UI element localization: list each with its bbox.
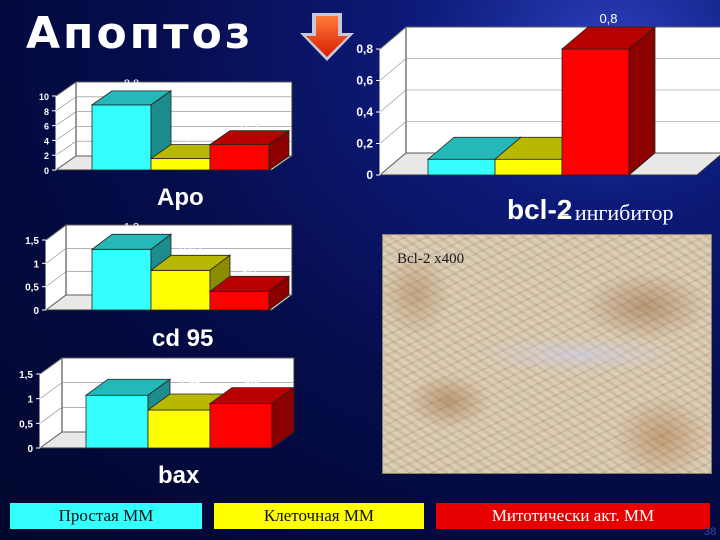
y-tick-label: 0,2 xyxy=(356,137,373,151)
y-tick-label: 0 xyxy=(366,168,373,182)
y-tick-label: 1,5 xyxy=(19,370,33,381)
bax-chart: 0 0,5 1 1,5 1,07 0,77 0,9 xyxy=(19,357,296,455)
bar xyxy=(149,254,232,311)
bar-front xyxy=(91,248,152,311)
cd95-chart: 0 0,5 1 1,5 1,3 0,85 0,4 xyxy=(25,221,294,317)
gridline xyxy=(45,248,292,264)
bar-side xyxy=(628,26,656,176)
bar xyxy=(208,275,291,311)
bar-side xyxy=(271,386,295,449)
gridline xyxy=(55,111,292,126)
bar-value-label: 1,55 xyxy=(180,132,201,144)
bar xyxy=(84,378,172,449)
bcl2-chart: 0 0,2 0,4 0,6 0,8 0,1 0,1 0,8 xyxy=(356,11,720,182)
bar-value-label: 1,3 xyxy=(124,221,139,233)
bar-front xyxy=(209,290,270,311)
y-tick-label: 4 xyxy=(44,136,49,146)
y-tick-label: 10 xyxy=(39,92,49,102)
bar xyxy=(208,129,291,171)
bar-value-label: 0,4 xyxy=(242,263,257,275)
bar-front xyxy=(209,403,273,449)
bar-front xyxy=(150,269,211,311)
bar-value-label: 3,43 xyxy=(239,118,260,130)
inhibitor-caption: - ингибитор xyxy=(562,200,674,225)
micrograph-label: Bcl-2 х400 xyxy=(397,251,465,267)
y-tick-label: 0 xyxy=(27,444,33,455)
y-tick-label: 0,5 xyxy=(25,283,39,294)
bar-value-label: 0,77 xyxy=(179,381,200,393)
bcl2-chart-label: bcl-2 xyxy=(507,194,573,225)
bar-side xyxy=(268,129,290,171)
y-tick-label: 0,5 xyxy=(19,419,33,430)
apo-chart: 0 2 4 6 8 10 8,8 1,55 3,43 xyxy=(39,78,294,176)
gridline xyxy=(39,382,294,399)
y-tick-label: 0 xyxy=(33,306,39,317)
bar-front xyxy=(147,409,211,449)
bar-value-label: 0,1 xyxy=(532,121,550,136)
bar-front xyxy=(561,48,630,176)
bar-value-label: 0,1 xyxy=(465,121,483,136)
legend-mitotic-mm: Митотически акт. ММ xyxy=(436,503,710,529)
bar-value-label: 0,85 xyxy=(180,242,201,254)
bar-side xyxy=(268,275,290,311)
bar xyxy=(560,26,657,176)
bar-front xyxy=(91,104,152,171)
bar-front xyxy=(209,144,270,171)
y-tick-label: 8 xyxy=(44,107,49,117)
chart-side-wall xyxy=(55,81,77,171)
bar xyxy=(90,233,173,311)
legend-cellular-mm-label: Клеточная ММ xyxy=(263,506,375,525)
bar-value-label: 0,9 xyxy=(244,375,259,387)
bar-front xyxy=(427,158,496,176)
legend-mitotic-mm-label: Митотически акт. ММ xyxy=(491,506,655,525)
bar-front xyxy=(494,158,563,176)
slide-title: Апоптоз xyxy=(26,8,254,59)
y-tick-label: 0,4 xyxy=(356,105,373,119)
bar-front xyxy=(85,394,149,449)
bar-value-label: 0,8 xyxy=(599,11,617,26)
gridline xyxy=(55,81,292,97)
y-tick-label: 1,5 xyxy=(25,236,39,247)
page-number: 38 xyxy=(704,526,717,538)
gridline xyxy=(55,96,292,112)
gridline xyxy=(39,357,294,375)
y-tick-label: 1 xyxy=(27,395,33,406)
bar xyxy=(208,386,296,449)
y-tick-label: 0,6 xyxy=(356,74,373,88)
micrograph-image: Bcl-2 х400 xyxy=(382,234,712,474)
gridline xyxy=(45,224,292,241)
cd95-chart-label: cd 95 xyxy=(152,325,214,352)
bar-value-label: 1,07 xyxy=(117,366,138,378)
legend-simple-mm: Простая ММ xyxy=(10,503,202,529)
apo-chart-label: Apo xyxy=(157,184,204,211)
bax-chart-label: bax xyxy=(158,462,200,489)
y-tick-label: 6 xyxy=(44,122,49,132)
down-arrow-icon xyxy=(300,13,354,61)
y-tick-label: 1 xyxy=(33,259,39,270)
legend-cellular-mm: Клеточная ММ xyxy=(214,503,424,529)
legend-simple-mm-label: Простая ММ xyxy=(58,506,154,525)
bar-value-label: 8,8 xyxy=(124,78,139,90)
bar-front xyxy=(150,158,211,171)
y-tick-label: 0,8 xyxy=(356,42,373,56)
y-tick-label: 2 xyxy=(44,151,49,161)
gridline xyxy=(55,126,292,141)
y-tick-label: 0 xyxy=(44,166,49,176)
